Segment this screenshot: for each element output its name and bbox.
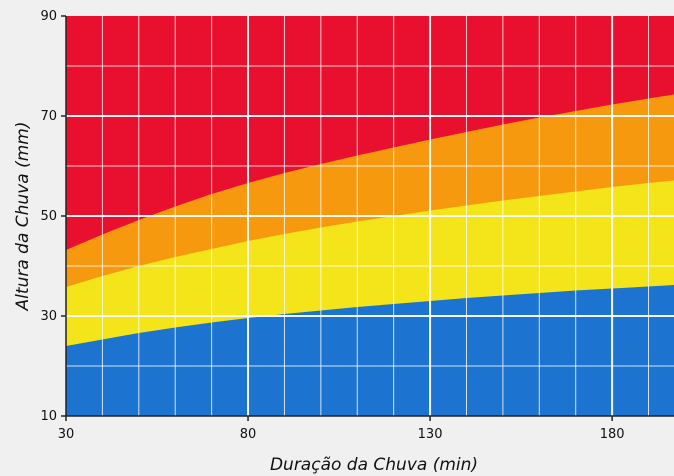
y-tick-label: 70	[40, 109, 57, 124]
y-axis-label: Altura da Chuva (mm)	[13, 122, 33, 312]
x-tick-label: 30	[58, 427, 75, 442]
x-tick-label: 80	[240, 427, 257, 442]
y-tick-label: 90	[40, 9, 57, 24]
y-tick-label: 30	[40, 309, 57, 324]
y-tick-label: 10	[40, 409, 57, 424]
x-tick-label: 180	[600, 427, 625, 442]
axes	[61, 15, 674, 421]
x-tick-label: 130	[418, 427, 443, 442]
area-band-1	[66, 285, 674, 416]
y-tick-label: 50	[40, 209, 57, 224]
grid-lines	[66, 16, 674, 416]
x-axis-label: Duração da Chuva (min)	[270, 455, 478, 475]
